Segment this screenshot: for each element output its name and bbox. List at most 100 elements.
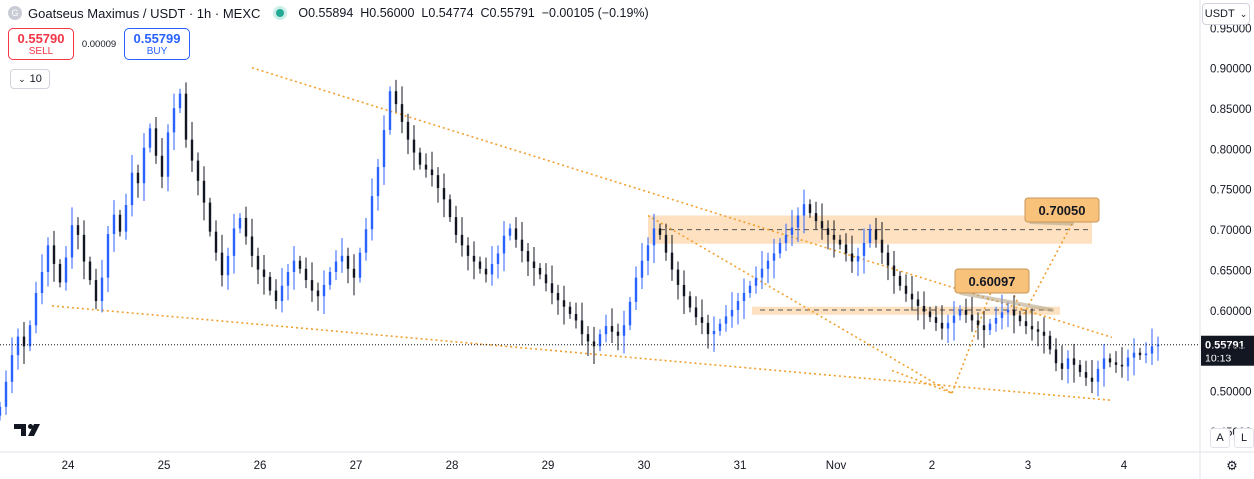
candle-body [340,255,344,262]
candle-body [118,214,122,232]
candle-body [160,155,164,177]
candle-body [256,255,260,270]
candle-body [400,104,404,122]
sell-button[interactable]: 0.55790 SELL [8,28,74,60]
candle-body [526,251,530,262]
candle-body [76,225,80,235]
sell-label: SELL [28,45,54,57]
candle-body [466,245,470,256]
candle-body [586,334,590,342]
candle-body [514,228,518,240]
candle-body [244,217,248,237]
candles [0,79,1160,421]
candle-body [250,236,254,256]
candle-body [886,252,890,266]
candle-body [178,93,182,109]
candle-body [172,108,176,133]
chart-title[interactable]: Goatseus Maximus / USDT · 1h · MEXC [28,5,261,21]
candle-body [868,229,872,243]
target-label-0-60097-box [954,268,1030,294]
wedge-lower-line [891,369,953,394]
candle-body [490,263,494,275]
candle-body [88,261,92,281]
candle-body [616,331,620,336]
candle-body [412,139,416,153]
market-status-icon[interactable] [276,9,285,17]
candle-body [460,234,464,246]
candle-body [52,245,56,264]
candle-body [982,325,986,331]
candle-body [610,326,614,332]
candle-body [874,229,878,240]
candle-body [628,301,632,326]
gear-icon[interactable]: ⚙ [1226,458,1238,473]
candle-body [892,265,896,277]
buy-button[interactable]: 0.55799 BUY [124,28,190,60]
candle-body [346,255,350,269]
candle-body [40,272,44,293]
candle-body [1018,315,1022,322]
y-tick-label: 0.95000 [1210,23,1252,35]
indicators-count: 10 [29,73,42,85]
candle-body [100,277,104,302]
candle-body [922,305,926,312]
x-tick-label: 28 [446,460,459,472]
candle-body [322,284,326,297]
candle-body [142,147,146,184]
time-axis[interactable]: 24 25 26 27 28 29 30 31 Nov 2 3 4 [0,451,1254,472]
chevron-down-icon: ⌄ [18,73,26,84]
candle-body [298,260,302,269]
candle-body [1066,358,1070,369]
candle-body [10,355,14,382]
target-zone-0-60097 [752,306,1060,315]
candle-body [850,253,854,262]
log-scale-button[interactable]: L [1234,428,1254,448]
candle-body [910,293,914,300]
candle-body [736,301,740,310]
x-tick-label: 3 [1025,460,1031,472]
candle-body [226,255,230,276]
chart-header: G Goatseus Maximus / USDT · 1h · MEXC O0… [8,4,649,22]
candle-body [1132,352,1136,358]
candle-body [574,313,578,321]
buy-label: BUY [146,45,168,57]
candle-body [484,268,488,275]
candle-body [556,292,560,301]
candle-body [502,235,506,254]
candle-body [1000,312,1004,319]
last-price-value: 0.55791 [1205,340,1245,352]
currency-select[interactable]: USDT ⌄ [1202,3,1250,25]
x-tick-label: 27 [350,460,363,472]
buy-price: 0.55799 [133,30,181,46]
candle-body [862,242,866,256]
candle-body [652,228,656,246]
indicators-toggle[interactable]: ⌄ 10 [10,69,50,89]
candle-body [28,325,32,347]
candle-body [436,175,440,189]
candle-body [1060,363,1064,369]
x-tick-label: 4 [1121,460,1128,472]
candle-body [82,234,86,262]
y-tick-label: 0.50000 [1210,386,1252,398]
price-axis[interactable]: 0.450000.500000.550000.600000.650000.700… [1199,0,1252,479]
candle-body [370,196,374,230]
candle-body [430,169,434,176]
y-tick-label: 0.85000 [1210,104,1252,116]
candle-body [766,260,770,269]
candle-body [952,315,956,323]
candle-body [154,128,158,156]
candle-body [46,245,50,273]
auto-scale-button[interactable]: A [1210,428,1230,448]
candle-body [688,296,692,308]
candle-body [184,93,188,140]
x-tick-label: Nov [826,460,847,472]
candle-body [130,172,134,206]
candle-body [904,285,908,294]
target-label-0-60097: 0.60097 [969,274,1016,289]
candle-body [304,268,308,281]
candle-body [934,317,938,323]
candle-body [388,91,392,130]
y-tick-label: 0.75000 [1210,185,1252,197]
